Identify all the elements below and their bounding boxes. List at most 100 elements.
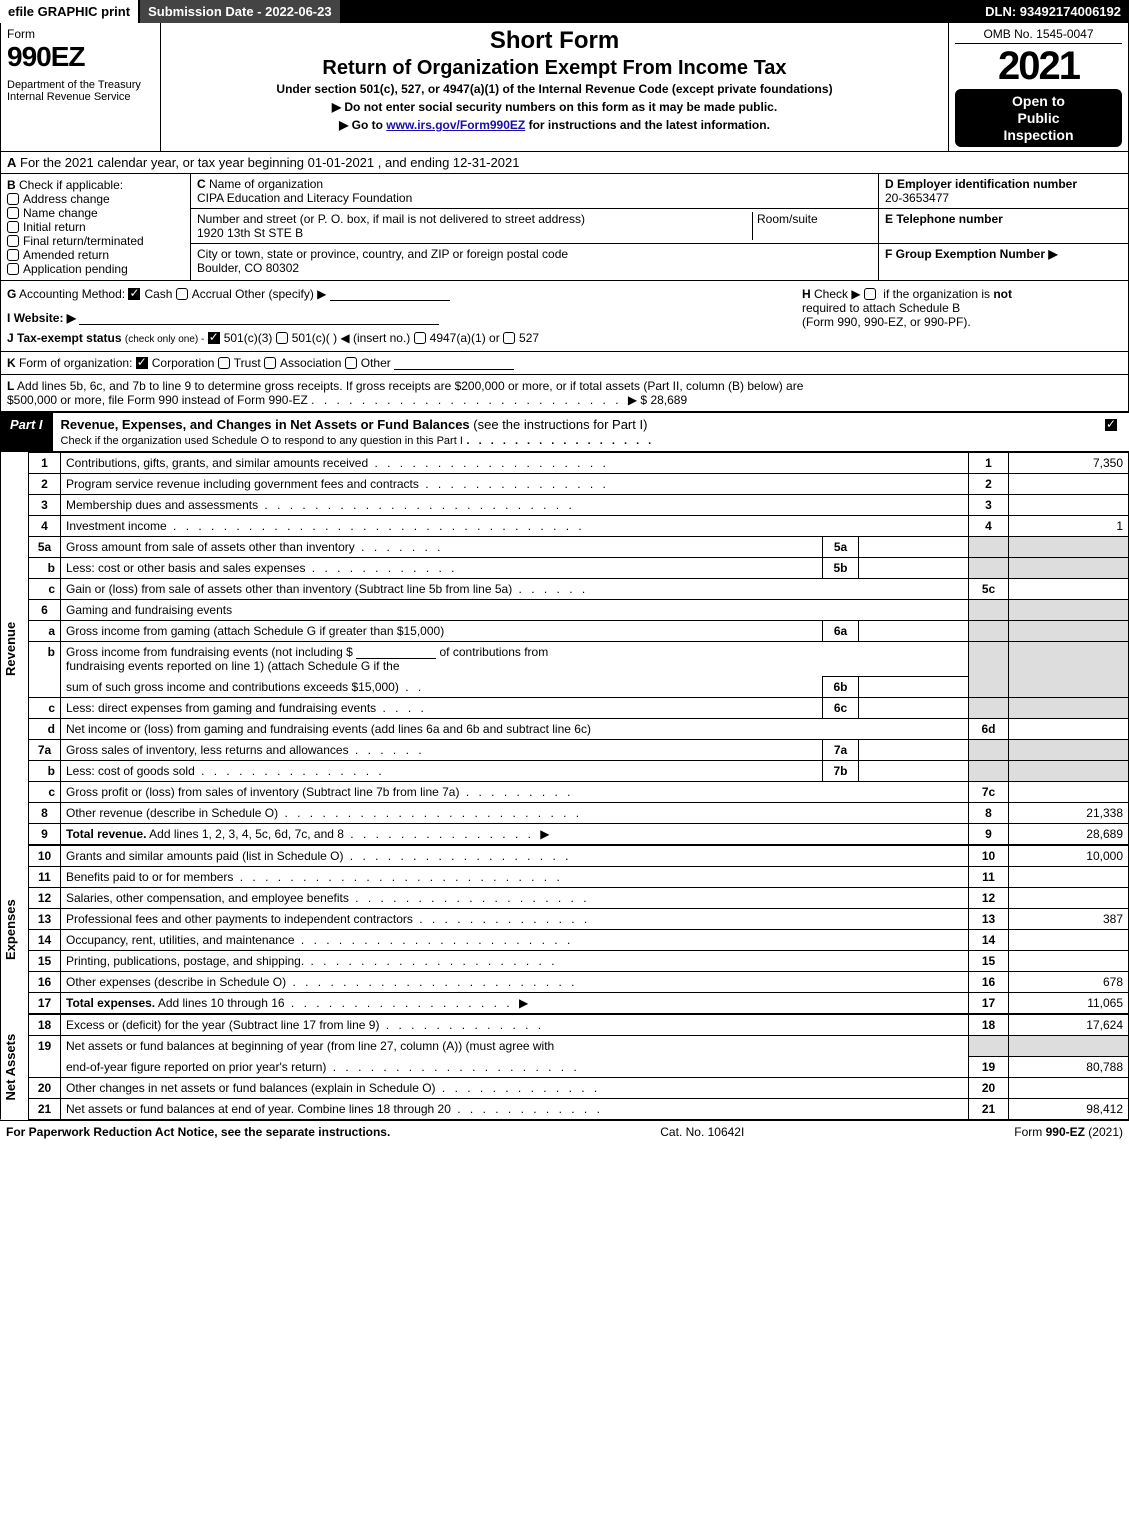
- line-11-lineno: 11: [969, 867, 1009, 888]
- shade: [969, 740, 1009, 761]
- line-1-lineno: 1: [969, 453, 1009, 474]
- efile-print-button[interactable]: efile GRAPHIC print: [0, 0, 140, 23]
- line-5c-desc: Gain or (loss) from sale of assets other…: [66, 582, 512, 596]
- footer-right-pre: Form: [1014, 1125, 1045, 1139]
- line-7c-num: c: [29, 782, 61, 803]
- line-4-amount: 1: [1009, 516, 1129, 537]
- room-suite-label: Room/suite: [752, 212, 872, 240]
- fundraising-contrib-input[interactable]: [356, 645, 436, 659]
- line-7c-desc: Gross profit or (loss) from sales of inv…: [66, 785, 459, 799]
- checkbox-cash[interactable]: [128, 288, 140, 300]
- checkbox-application-pending[interactable]: [7, 263, 19, 275]
- checkbox-corporation[interactable]: [136, 357, 148, 369]
- checkbox-address-change[interactable]: [7, 193, 19, 205]
- opt-other-org: Other: [361, 356, 391, 370]
- org-name-cell: C Name of organization CIPA Education an…: [191, 174, 878, 209]
- line-21-desc: Net assets or fund balances at end of ye…: [66, 1102, 451, 1116]
- line-7c-lineno: 7c: [969, 782, 1009, 803]
- line-20-amount: [1009, 1077, 1129, 1098]
- label-e: E Telephone number: [885, 212, 1003, 226]
- opt-final-return: Final return/terminated: [23, 234, 144, 248]
- opt-501c: 501(c)( ) ◀ (insert no.): [292, 331, 411, 345]
- checkbox-501c3[interactable]: [208, 332, 220, 344]
- omb-number: OMB No. 1545-0047: [955, 27, 1122, 44]
- checkbox-other-org[interactable]: [345, 357, 357, 369]
- line-6a-num: a: [29, 621, 61, 642]
- line-6a-innum: 6a: [823, 621, 859, 642]
- line-8-num: 8: [29, 803, 61, 824]
- label-k: K: [7, 356, 16, 370]
- line-6a-inval: [859, 621, 969, 642]
- line-16-lineno: 16: [969, 972, 1009, 993]
- row-k-text: Form of organization:: [19, 356, 132, 370]
- row-j-note: (check only one) -: [125, 334, 204, 345]
- goto-post: for instructions and the latest informat…: [525, 118, 770, 132]
- line-17-num: 17: [29, 993, 61, 1014]
- line-20-num: 20: [29, 1077, 61, 1098]
- line-5a-innum: 5a: [823, 537, 859, 558]
- other-specify-input[interactable]: [330, 287, 450, 301]
- line-7c-amount: [1009, 782, 1129, 803]
- city-cell: City or town, state or province, country…: [191, 244, 878, 278]
- irs-link[interactable]: www.irs.gov/Form990EZ: [386, 118, 525, 132]
- checkbox-527[interactable]: [503, 332, 515, 344]
- line-19-1: 19 Net assets or fund balances at beginn…: [29, 1036, 1129, 1057]
- line-8-amount: 21,338: [1009, 803, 1129, 824]
- line-17-lineno: 17: [969, 993, 1009, 1014]
- name-label: Name of organization: [209, 177, 323, 191]
- line-5b: b Less: cost or other basis and sales ex…: [29, 558, 1129, 579]
- line-7b-inval: [859, 761, 969, 782]
- row-g-text: Accounting Method:: [19, 287, 125, 301]
- bcdef-grid: B Check if applicable: Address change Na…: [1, 174, 1128, 280]
- checkbox-trust[interactable]: [218, 357, 230, 369]
- line-6a-desc: Gross income from gaming (attach Schedul…: [61, 621, 823, 642]
- shade: [1009, 558, 1129, 579]
- form-header: Form 990EZ Department of the Treasury In…: [0, 23, 1129, 152]
- line-12: 12 Salaries, other compensation, and emp…: [29, 888, 1129, 909]
- org-address: 1920 13th St STE B: [197, 226, 303, 240]
- org-name: CIPA Education and Literacy Foundation: [197, 191, 412, 205]
- netassets-section: Net Assets 18 Excess or (deficit) for th…: [0, 1014, 1129, 1120]
- checkbox-name-change[interactable]: [7, 207, 19, 219]
- line-6d-amount: [1009, 719, 1129, 740]
- website-input[interactable]: [79, 311, 439, 325]
- checkbox-schedule-o-used[interactable]: [1105, 419, 1117, 431]
- opt-4947: 4947(a)(1) or: [430, 331, 500, 345]
- row-j: J Tax-exempt status (check only one) - 5…: [7, 331, 794, 345]
- line-18-lineno: 18: [969, 1015, 1009, 1036]
- checkbox-amended-return[interactable]: [7, 249, 19, 261]
- line-12-lineno: 12: [969, 888, 1009, 909]
- checkbox-final-return[interactable]: [7, 235, 19, 247]
- line-1-amount: 7,350: [1009, 453, 1129, 474]
- checkbox-association[interactable]: [264, 357, 276, 369]
- label-i: I: [7, 311, 10, 325]
- line-12-num: 12: [29, 888, 61, 909]
- other-org-input[interactable]: [394, 356, 514, 370]
- section-identifying: A For the 2021 calendar year, or tax yea…: [0, 152, 1129, 412]
- line-2-num: 2: [29, 474, 61, 495]
- checkbox-initial-return[interactable]: [7, 221, 19, 233]
- line-21: 21 Net assets or fund balances at end of…: [29, 1098, 1129, 1119]
- checkbox-4947[interactable]: [414, 332, 426, 344]
- line-5c-lineno: 5c: [969, 579, 1009, 600]
- line-12-amount: [1009, 888, 1129, 909]
- form-number: 990EZ: [7, 41, 154, 73]
- form-990ez-page: efile GRAPHIC print Submission Date - 20…: [0, 0, 1129, 1143]
- line-14-num: 14: [29, 930, 61, 951]
- goto-pre: ▶ Go to: [339, 118, 386, 132]
- title-main: Return of Organization Exempt From Incom…: [167, 57, 942, 80]
- checkbox-accrual[interactable]: [176, 288, 188, 300]
- line-17: 17 Total expenses. Add lines 10 through …: [29, 993, 1129, 1014]
- shade: [969, 537, 1009, 558]
- line-19-desc2: end-of-year figure reported on prior yea…: [66, 1060, 326, 1074]
- revenue-vertical-label: Revenue: [0, 452, 28, 845]
- line-6b-2: sum of such gross income and contributio…: [29, 677, 1129, 698]
- row-h-text3: required to attach Schedule B: [802, 301, 960, 315]
- line-10-amount: 10,000: [1009, 846, 1129, 867]
- header-center: Short Form Return of Organization Exempt…: [161, 23, 948, 151]
- opt-application-pending: Application pending: [23, 262, 128, 276]
- open-to-public-badge: Open to Public Inspection: [955, 89, 1122, 147]
- line-6d-desc: Net income or (loss) from gaming and fun…: [61, 719, 969, 740]
- checkbox-501c[interactable]: [276, 332, 288, 344]
- checkbox-schedule-b-not-required[interactable]: [864, 288, 876, 300]
